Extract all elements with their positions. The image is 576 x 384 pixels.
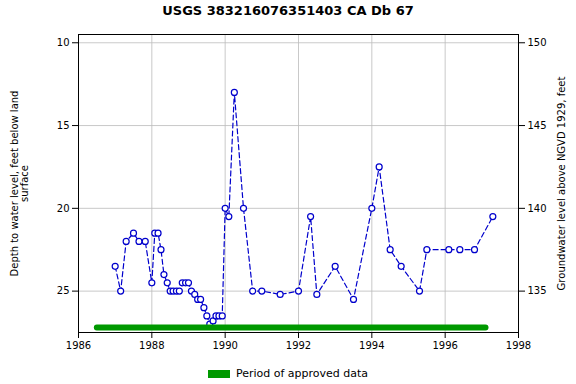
- svg-text:1986: 1986: [66, 340, 91, 351]
- html-text:Period of approved data: Period of approved data: [235, 366, 369, 380]
- svg-text:25: 25: [57, 285, 70, 296]
- svg-text:1990: 1990: [212, 340, 237, 351]
- svg-text:1992: 1992: [286, 340, 311, 351]
- svg-text:10: 10: [57, 37, 70, 48]
- svg-text:20: 20: [57, 203, 70, 214]
- svg-text:1988: 1988: [139, 340, 164, 351]
- svg-text:140: 140: [528, 203, 547, 214]
- svg-text:150: 150: [528, 37, 547, 48]
- svg-text:Groundwater level above NGVD 1: Groundwater level above NGVD 1929, feet: [556, 77, 567, 291]
- svg-text:135: 135: [528, 285, 547, 296]
- svg-text:1998: 1998: [506, 340, 531, 351]
- svg-text:Depth to water level, feet bel: Depth to water level, feet below landsur…: [9, 91, 30, 277]
- html-text:USGS 383216076351403 CA Db 67: USGS 383216076351403 CA Db 67: [162, 3, 414, 18]
- svg-text:145: 145: [528, 120, 547, 131]
- svg-text:1996: 1996: [432, 340, 457, 351]
- svg-text:15: 15: [57, 120, 70, 131]
- svg-text:1994: 1994: [359, 340, 384, 351]
